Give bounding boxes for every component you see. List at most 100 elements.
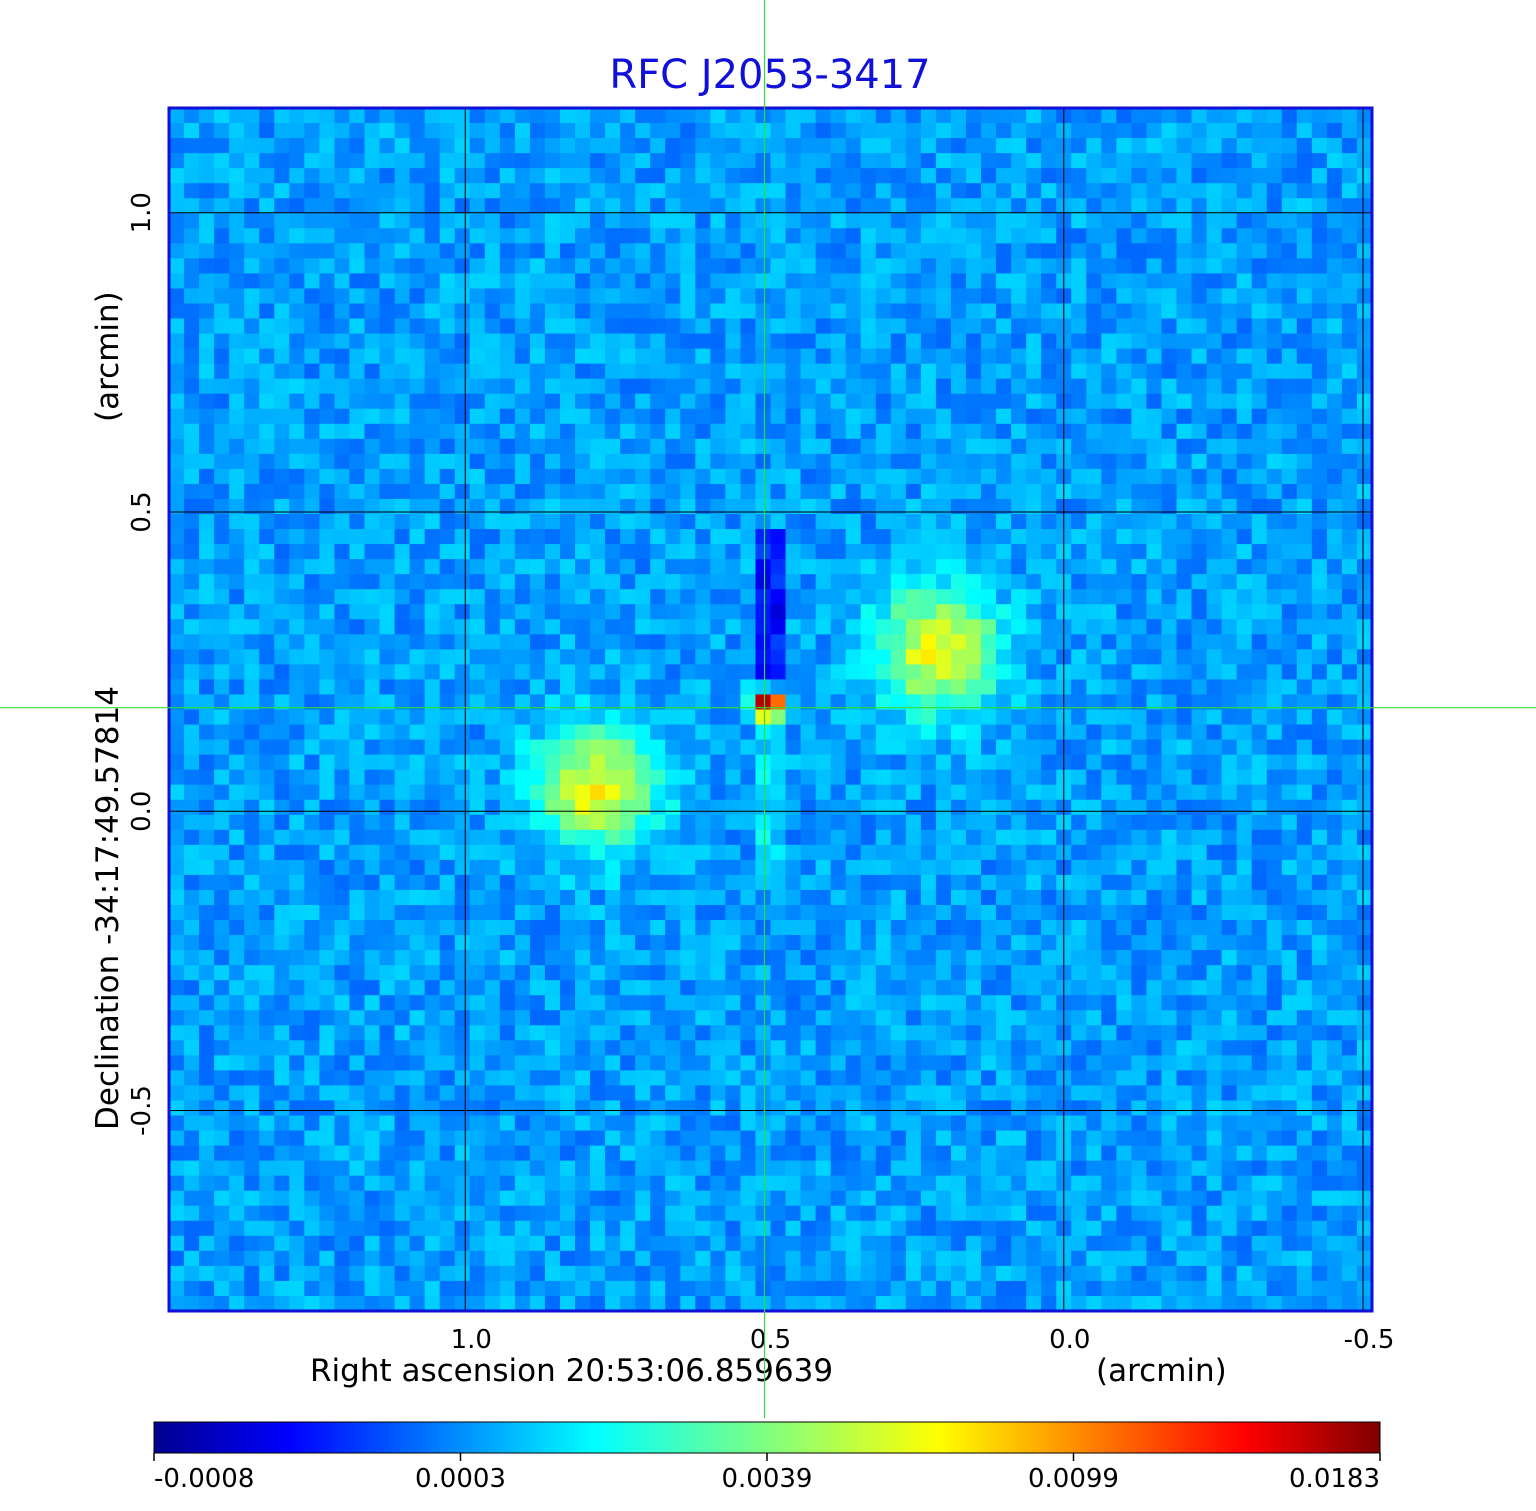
heatmap-cell (845, 544, 862, 560)
heatmap-cell (1026, 108, 1042, 124)
heatmap-cell (229, 544, 245, 560)
heatmap-cell (650, 228, 666, 244)
heatmap-cell (1086, 724, 1102, 741)
heatmap-cell (1266, 378, 1283, 395)
heatmap-cell (740, 378, 757, 395)
heatmap-cell (1326, 183, 1343, 199)
heatmap-cell (1221, 904, 1238, 921)
heatmap-cell (1086, 829, 1102, 846)
heatmap-cell (379, 529, 396, 545)
heatmap-cell (845, 874, 862, 891)
heatmap-cell (800, 228, 817, 244)
heatmap-cell (1191, 108, 1208, 124)
heatmap-cell (199, 1040, 215, 1056)
heatmap-cell (484, 559, 501, 575)
heatmap-cell (905, 694, 922, 711)
heatmap-cell (845, 453, 862, 470)
heatmap-cell (1086, 769, 1102, 786)
heatmap-cell (1101, 995, 1117, 1011)
heatmap-cell (1296, 423, 1313, 440)
heatmap-cell (590, 784, 606, 801)
heatmap-cell (394, 438, 411, 455)
heatmap-cell (319, 243, 336, 259)
heatmap-cell (1131, 709, 1148, 726)
heatmap-cell (394, 168, 411, 184)
heatmap-cell (454, 604, 471, 620)
heatmap-cell (364, 709, 381, 726)
heatmap-cell (1101, 950, 1117, 966)
heatmap-cell (770, 904, 787, 921)
heatmap-cell (529, 754, 546, 771)
heatmap-cell (559, 694, 576, 711)
heatmap-cell (1071, 168, 1087, 184)
heatmap-cell (1266, 453, 1283, 470)
heatmap-cell (695, 213, 711, 229)
heatmap-cell (319, 739, 336, 756)
heatmap-cell (1131, 799, 1148, 816)
heatmap-cell (559, 318, 576, 335)
heatmap-cell (439, 408, 456, 425)
heatmap-cell (544, 498, 561, 515)
heatmap-cell (289, 589, 305, 605)
heatmap-cell (875, 935, 892, 951)
heatmap-cell (770, 935, 787, 951)
heatmap-cell (229, 529, 245, 545)
heatmap-cell (349, 559, 366, 575)
heatmap-cell (725, 574, 742, 590)
heatmap-cell (770, 138, 787, 154)
heatmap-cell (244, 243, 260, 259)
heatmap-cell (1281, 995, 1298, 1011)
heatmap-cell (1161, 333, 1178, 350)
heatmap-cell (1326, 514, 1343, 530)
heatmap-cell (1146, 574, 1163, 590)
heatmap-cell (875, 318, 892, 335)
heatmap-cell (409, 198, 426, 214)
heatmap-cell (424, 1010, 441, 1026)
heatmap-cell (469, 980, 486, 996)
heatmap-cell (755, 889, 772, 906)
heatmap-cell (890, 348, 907, 365)
heatmap-cell (815, 709, 832, 726)
heatmap-cell (1281, 619, 1298, 635)
heatmap-cell (409, 739, 426, 756)
heatmap-cell (1281, 754, 1298, 771)
heatmap-cell (244, 318, 260, 335)
heatmap-cell (1071, 995, 1087, 1011)
heatmap-cell (364, 694, 381, 711)
heatmap-cell (785, 514, 802, 530)
heatmap-cell (469, 273, 486, 290)
heatmap-cell (815, 213, 832, 229)
heatmap-cell (514, 378, 531, 395)
heatmap-cell (394, 664, 411, 681)
heatmap-cell (1221, 604, 1238, 620)
heatmap-cell (334, 168, 351, 184)
heatmap-cell (274, 273, 290, 290)
heatmap-cell (650, 303, 666, 320)
heatmap-cell (755, 709, 772, 726)
heatmap-cell (785, 844, 802, 861)
heatmap-cell (845, 228, 862, 244)
heatmap-cell (1086, 228, 1102, 244)
heatmap-cell (1341, 589, 1358, 605)
heatmap-cell (981, 498, 997, 515)
heatmap-cell (1071, 920, 1087, 936)
heatmap-cell (695, 378, 711, 395)
heatmap-cell (695, 168, 711, 184)
heatmap-cell (935, 799, 952, 816)
heatmap-cell (499, 619, 516, 635)
heatmap-cell (1326, 889, 1343, 906)
heatmap-cell (184, 935, 200, 951)
heatmap-cell (289, 679, 305, 696)
heatmap-cell (785, 619, 802, 635)
heatmap-cell (680, 423, 696, 440)
heatmap-cell (845, 123, 862, 139)
heatmap-cell (184, 198, 200, 214)
heatmap-cell (289, 468, 305, 485)
heatmap-cell (169, 258, 185, 275)
heatmap-cell (169, 769, 185, 786)
heatmap-cell (800, 619, 817, 635)
heatmap-cell (605, 318, 621, 335)
heatmap-cell (514, 874, 531, 891)
heatmap-cell (590, 889, 606, 906)
heatmap-cell (199, 273, 215, 290)
